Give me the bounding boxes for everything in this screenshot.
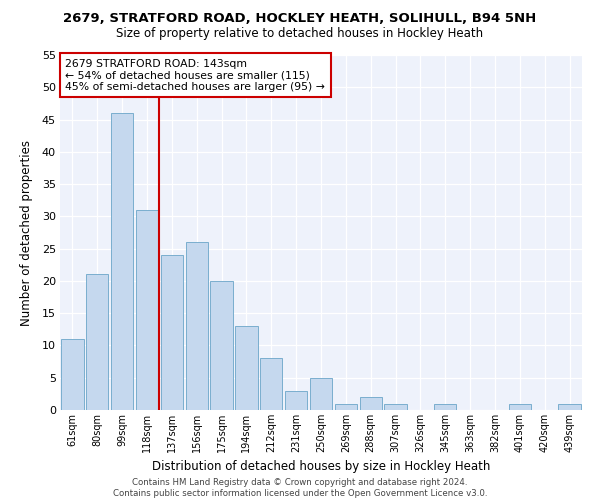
Text: 2679, STRATFORD ROAD, HOCKLEY HEATH, SOLIHULL, B94 5NH: 2679, STRATFORD ROAD, HOCKLEY HEATH, SOL… xyxy=(64,12,536,26)
Bar xyxy=(559,404,581,410)
Bar xyxy=(285,390,307,410)
Y-axis label: Number of detached properties: Number of detached properties xyxy=(20,140,34,326)
Bar xyxy=(86,274,109,410)
Bar xyxy=(260,358,283,410)
Bar xyxy=(359,397,382,410)
Bar xyxy=(335,404,357,410)
Bar xyxy=(111,113,133,410)
X-axis label: Distribution of detached houses by size in Hockley Heath: Distribution of detached houses by size … xyxy=(152,460,490,473)
Bar xyxy=(161,255,183,410)
Bar xyxy=(434,404,457,410)
Bar xyxy=(509,404,531,410)
Bar xyxy=(185,242,208,410)
Bar xyxy=(61,339,83,410)
Text: Contains HM Land Registry data © Crown copyright and database right 2024.
Contai: Contains HM Land Registry data © Crown c… xyxy=(113,478,487,498)
Text: 2679 STRATFORD ROAD: 143sqm
← 54% of detached houses are smaller (115)
45% of se: 2679 STRATFORD ROAD: 143sqm ← 54% of det… xyxy=(65,58,325,92)
Bar xyxy=(211,281,233,410)
Bar xyxy=(235,326,257,410)
Bar xyxy=(136,210,158,410)
Text: Size of property relative to detached houses in Hockley Heath: Size of property relative to detached ho… xyxy=(116,28,484,40)
Bar xyxy=(310,378,332,410)
Bar xyxy=(385,404,407,410)
